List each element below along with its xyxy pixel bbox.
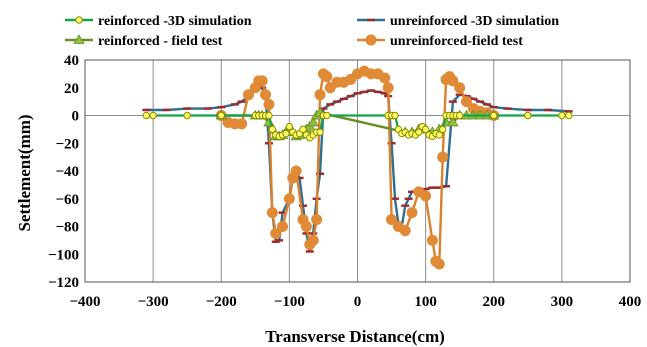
data-point (461, 96, 472, 108)
data-point (290, 165, 302, 177)
data-point (266, 207, 278, 219)
data-point (391, 111, 399, 120)
data-point (260, 89, 272, 101)
x-tick-label: −100 (274, 294, 305, 310)
data-point (299, 125, 307, 134)
plot-border (84, 59, 631, 283)
y-tick-label: 0 (72, 109, 80, 125)
data-point (142, 111, 151, 120)
y-tick-label: 40 (64, 53, 79, 69)
legend-label: unreinforced-field test (390, 34, 523, 49)
data-point (149, 111, 157, 120)
legend-item: unreinforced -3D simulation (357, 14, 559, 29)
data-point (321, 71, 333, 83)
data-point (265, 111, 273, 120)
series-line (146, 114, 569, 139)
data-point (307, 234, 319, 246)
y-tick-label: −120 (48, 275, 79, 291)
y-axis-title: Settlement(mm) (15, 114, 34, 231)
data-point (399, 225, 411, 237)
data-point (300, 221, 312, 232)
data-point (406, 207, 418, 219)
x-tick-label: 200 (483, 294, 506, 310)
data-point (268, 125, 277, 134)
data-point (316, 128, 324, 136)
data-point (447, 116, 459, 127)
data-point (437, 151, 449, 163)
data-point (420, 190, 432, 202)
tick-labels: −400 −300 −200 −100 0 100 200 300 40040200−20−40… (48, 53, 641, 310)
data-point (564, 111, 573, 120)
x-tick-label: −400 (69, 294, 100, 310)
legend-marker (73, 34, 85, 44)
data-point (454, 82, 466, 94)
data-point (311, 214, 323, 226)
data-point (558, 111, 566, 120)
data-point (263, 98, 275, 110)
data-point (314, 89, 326, 101)
x-tick-label: 400 (619, 294, 642, 310)
x-axis-title: Transverse Distance(cm) (265, 327, 445, 346)
data-point (217, 111, 225, 120)
data-point (256, 75, 268, 87)
data-point (382, 82, 394, 94)
legend-item: reinforced -3D simulation (65, 14, 252, 29)
data-point (270, 227, 282, 239)
data-point (524, 111, 532, 120)
data-point (323, 111, 331, 120)
y-tick-label: −20 (55, 136, 79, 152)
legend-item: unreinforced-field test (357, 34, 523, 49)
data-point (455, 111, 464, 120)
legend-item: reinforced - field test (65, 34, 223, 49)
legend: reinforced -3D simulation unreinforced -3… (65, 14, 559, 49)
legend-label: reinforced -3D simulation (98, 14, 252, 29)
data-point (415, 128, 423, 136)
data-point (438, 125, 447, 134)
x-tick-label: 0 (354, 294, 362, 310)
x-tick-label: 100 (414, 294, 437, 310)
x-tick-label: −300 (138, 294, 169, 310)
data-point (285, 122, 294, 131)
y-tick-label: −100 (48, 247, 79, 263)
data-point (433, 258, 445, 270)
legend-label: reinforced - field test (98, 34, 223, 49)
data-point (283, 193, 295, 205)
data-point (386, 214, 398, 226)
data-point (236, 118, 248, 130)
data-point (379, 72, 391, 84)
data-point (243, 89, 254, 101)
y-tick-label: −60 (55, 192, 79, 208)
legend-label: unreinforced -3D simulation (390, 14, 559, 29)
y-tick-label: −80 (55, 220, 79, 236)
series-layer (142, 65, 573, 270)
legend-marker (365, 34, 377, 46)
data-point (426, 234, 438, 246)
data-point (447, 75, 459, 87)
x-tick-label: 300 (551, 294, 574, 310)
y-tick-label: 20 (64, 81, 79, 97)
legend-marker (75, 16, 83, 24)
y-tick-label: −40 (55, 164, 79, 180)
data-point (282, 129, 290, 138)
data-point (490, 111, 498, 120)
data-point (421, 125, 430, 134)
data-point (435, 131, 443, 139)
data-point (183, 111, 191, 120)
data-point (307, 116, 319, 127)
x-tick-label: −200 (206, 294, 237, 310)
series-reinforced-3d-simulation (142, 111, 573, 142)
data-point (277, 221, 289, 232)
